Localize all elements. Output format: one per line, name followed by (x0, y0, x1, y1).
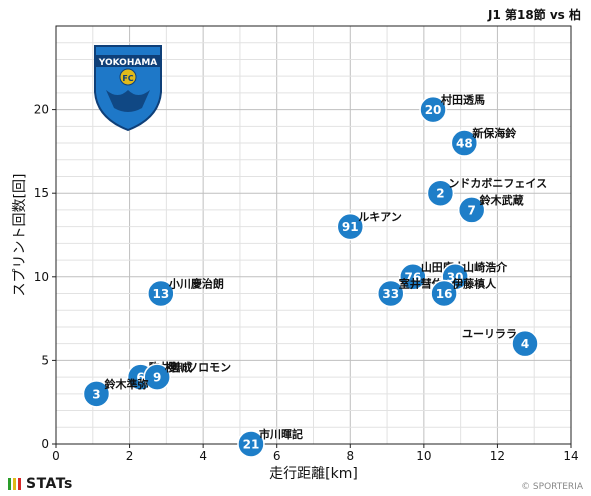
point-number: 48 (456, 137, 473, 151)
point-number: 13 (152, 287, 169, 301)
point-marker (450, 129, 479, 157)
point-number: 91 (342, 220, 359, 234)
x-tick-label: 0 (52, 449, 60, 463)
y-tick-label: 0 (41, 437, 49, 451)
point-number: 21 (243, 438, 260, 452)
point-number: 9 (153, 371, 161, 385)
point-marker (399, 263, 427, 291)
chart-title: J1 第18節 vs 柏 (487, 8, 581, 22)
point-name-label: 室井彗佑 (399, 277, 443, 291)
x-tick-label: 2 (126, 449, 134, 463)
x-tick-label: 12 (490, 449, 505, 463)
tick-labels: 0 2 4 6 8 10 12 14 0 5 10 15 20 (34, 103, 579, 463)
point-number: 2 (436, 187, 444, 201)
stats-bars-icon (8, 478, 21, 490)
point-number: 30 (447, 270, 464, 284)
point-name-label: 小川慶治朗 (168, 277, 224, 291)
data-point: 4 ユーリララ (462, 328, 539, 358)
y-tick-label: 10 (34, 270, 49, 284)
point-name-label: 市川暉記 (259, 427, 303, 441)
data-point: 7 鈴木武蔵 (457, 193, 524, 224)
bar-yellow (13, 478, 16, 490)
point-number: 6 (136, 371, 144, 385)
point-name-label: 鈴木武蔵 (480, 193, 524, 207)
point-number: 3 (92, 387, 100, 401)
point-number: 20 (425, 103, 442, 117)
point-marker (336, 212, 365, 241)
x-tick-label: 10 (416, 449, 431, 463)
bar-red (18, 478, 21, 490)
grid-lines (55, 25, 572, 445)
point-marker (457, 196, 486, 224)
point-number: 7 (467, 203, 475, 217)
point-marker (147, 279, 175, 308)
emblem-badge-text: FC (122, 74, 133, 83)
point-name-label: ルキアン (358, 211, 402, 224)
point-marker (430, 279, 458, 308)
point-name-label: 櫻川ソロモン (164, 360, 231, 374)
x-tick-label: 6 (273, 449, 281, 463)
emblem-banner (95, 55, 161, 67)
emblem-text: YOKOHAMA (98, 58, 158, 68)
y-tick-label: 20 (34, 103, 49, 117)
point-marker (237, 430, 265, 458)
point-number: 4 (521, 337, 529, 351)
credit-text: © SPORTERIA (521, 482, 583, 492)
point-marker (377, 279, 405, 308)
emblem-ball (119, 68, 137, 86)
point-name-label: 村田透馬 (441, 93, 485, 107)
data-point: 3 鈴木準弥 (82, 377, 148, 408)
point-number: 16 (436, 287, 453, 301)
y-tick-label: 15 (34, 186, 49, 200)
point-name-label: 鈴木準弥 (104, 377, 148, 391)
emblem-phoenix (106, 90, 150, 112)
data-point: 2 ンドカボニフェイス (426, 176, 547, 207)
axes (52, 25, 572, 448)
stats-brand: STATs (26, 476, 73, 492)
x-tick-label: 14 (563, 449, 578, 463)
point-marker (143, 363, 171, 391)
stats-logo: STATs (8, 476, 73, 492)
point-marker (419, 95, 447, 124)
plot-frame (55, 25, 572, 445)
x-tick-label: 4 (199, 449, 207, 463)
x-axis-label: 走行距離[km] (269, 465, 358, 482)
point-name-label: 伊藤槙人 (451, 277, 497, 291)
point-number: 33 (382, 287, 399, 301)
x-tick-label: 8 (346, 449, 354, 463)
point-name-label: ユーリララ (462, 328, 517, 341)
point-marker (426, 179, 455, 207)
data-points: 20村田透馬48新保海鈴2ンドカボニフェイス7鈴木武蔵91ルキアン76山田康太3… (82, 93, 547, 458)
point-name-label: ンドカボニフェイス (448, 176, 547, 190)
point-number: 76 (404, 270, 421, 284)
point-name-label: 山崎浩介 (463, 260, 508, 274)
point-marker (82, 380, 111, 408)
y-axis-label: スプリント回数[回] (12, 174, 28, 297)
point-marker (511, 329, 539, 358)
bar-green (8, 478, 11, 490)
y-tick-label: 5 (41, 353, 49, 367)
team-logo: YOKOHAMA FC (94, 45, 162, 132)
point-name-label: 新保海鈴 (472, 126, 517, 140)
